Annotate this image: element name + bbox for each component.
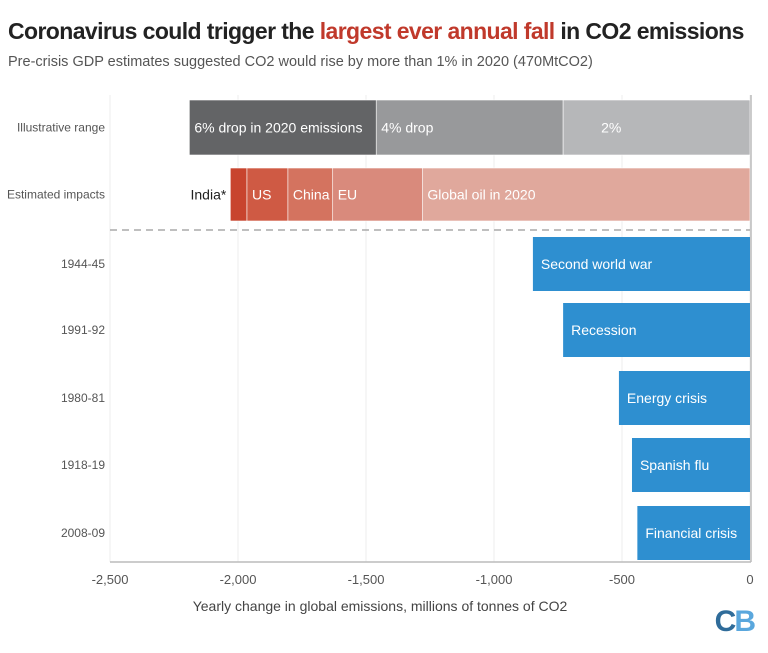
carbon-brief-logo: CB — [714, 605, 756, 638]
category-label: 1944-45 — [61, 257, 105, 271]
x-tick-label: -1,000 — [476, 572, 513, 587]
bar-segment — [422, 167, 751, 222]
x-tick-label: -2,000 — [220, 572, 257, 587]
bar-label: China — [293, 187, 330, 203]
bar — [637, 506, 750, 560]
x-tick-label: 0 — [746, 572, 753, 587]
title-highlight: largest ever annual fall — [319, 18, 555, 44]
title-text-end: in CO2 emissions — [554, 18, 744, 44]
category-label: 2008-09 — [61, 526, 105, 540]
chart-title: Coronavirus could trigger the largest ev… — [8, 18, 744, 45]
bar-segment — [189, 99, 377, 156]
bar — [631, 438, 750, 492]
bar-label: India* — [191, 187, 227, 203]
category-label: Estimated impacts — [7, 188, 105, 202]
category-label: 1991-92 — [61, 323, 105, 337]
bar-label: EU — [338, 187, 357, 203]
bar-label: Financial crisis — [645, 525, 737, 541]
category-label: 1918-19 — [61, 458, 105, 472]
bar-segment — [230, 167, 248, 222]
bar-label: Global oil in 2020 — [427, 187, 535, 203]
bar-label: 4% drop — [381, 120, 433, 136]
chart-subtitle: Pre-crisis GDP estimates suggested CO2 w… — [8, 54, 593, 70]
x-tick-label: -1,500 — [348, 572, 385, 587]
x-tick-label: -500 — [609, 572, 635, 587]
bar-label: Recession — [571, 322, 636, 338]
bar-segment — [332, 167, 423, 222]
bar-label: Energy crisis — [627, 390, 707, 406]
bar-segment — [562, 99, 751, 156]
bar — [532, 237, 750, 291]
bar-label: Second world war — [541, 256, 653, 272]
bar-label: 6% drop in 2020 emissions — [194, 120, 362, 136]
x-tick-label: -2,500 — [92, 572, 129, 587]
bar-label: Spanish flu — [640, 457, 709, 473]
bar — [563, 303, 750, 357]
title-text: Coronavirus could trigger the — [8, 18, 320, 44]
category-label: Illustrative range — [17, 121, 105, 135]
x-axis-label: Yearly change in global emissions, milli… — [193, 598, 568, 614]
bar-label: US — [252, 187, 271, 203]
bar — [618, 371, 750, 425]
category-label: 1980-81 — [61, 391, 105, 405]
bar-segment — [287, 167, 334, 222]
bar-label: 2% — [601, 120, 621, 136]
